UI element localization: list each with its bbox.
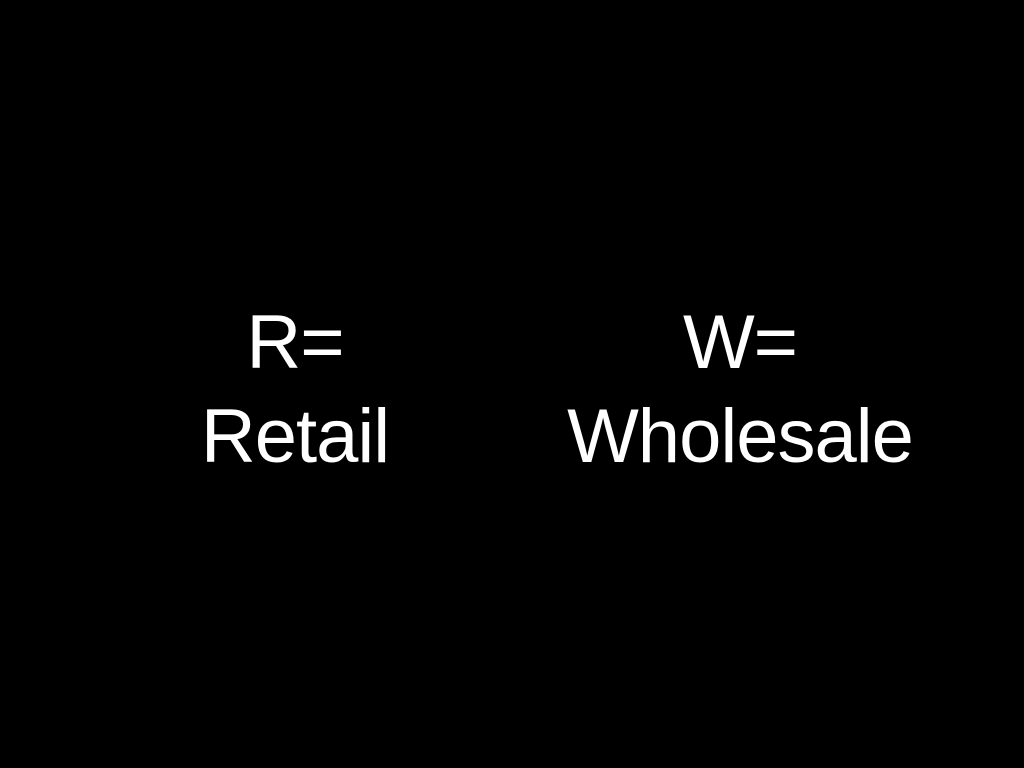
wholesale-abbreviation: W=: [682, 300, 798, 385]
retail-term: R= Retail: [184, 296, 406, 484]
wholesale-meaning: Wholesale: [567, 394, 914, 479]
wholesale-term: W= Wholesale: [540, 296, 940, 484]
retail-meaning: Retail: [200, 394, 390, 479]
retail-abbreviation: R=: [246, 300, 344, 385]
